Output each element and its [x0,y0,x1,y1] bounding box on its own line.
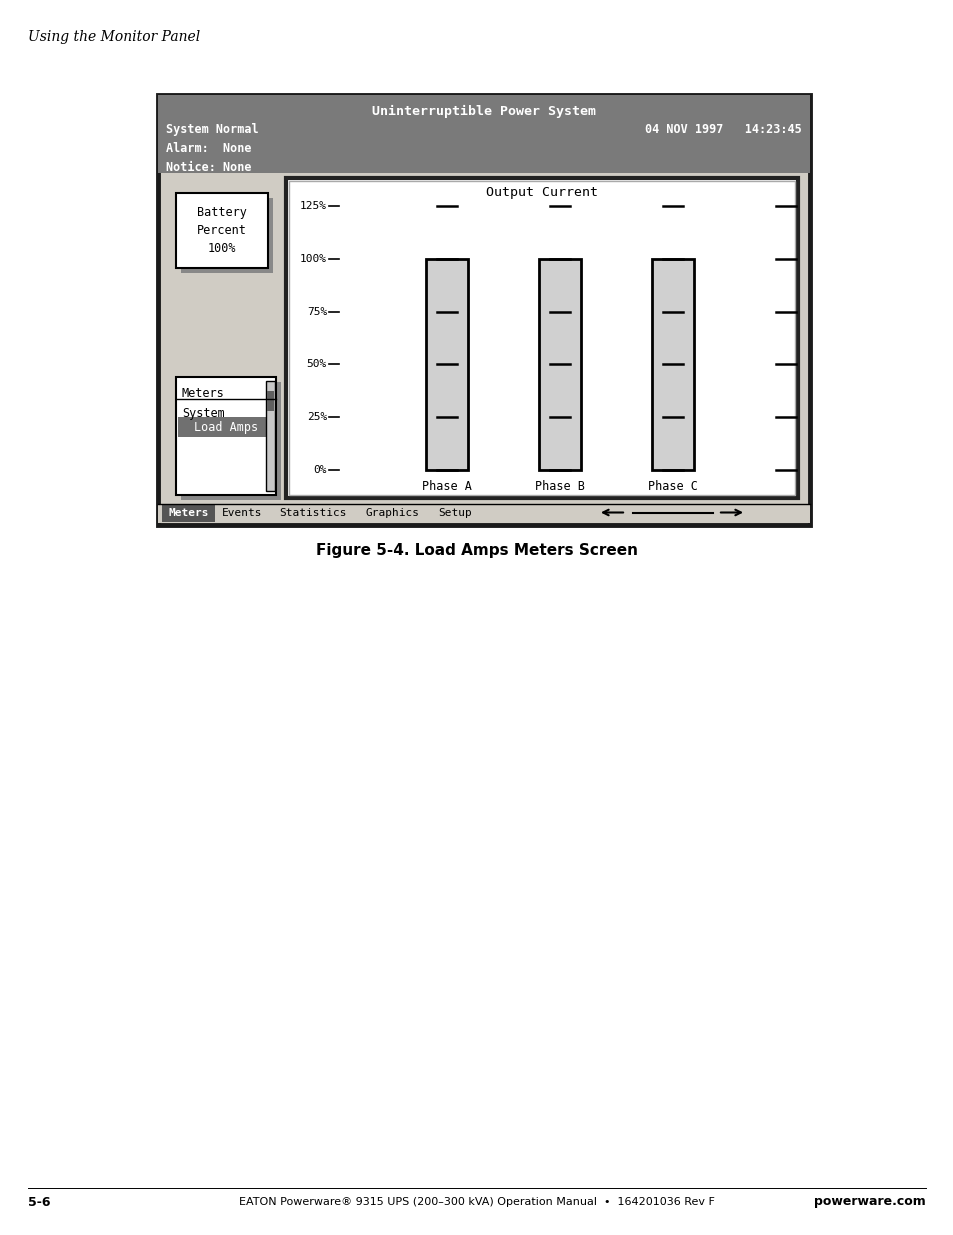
Text: Output Current: Output Current [485,186,598,199]
Text: 04 NOV 1997   14:23:45: 04 NOV 1997 14:23:45 [644,124,801,136]
Text: powerware.com: powerware.com [814,1195,925,1209]
Bar [175,193,268,268]
Text: Meters: Meters [168,508,209,517]
Text: 125%: 125% [299,201,327,211]
Text: EATON Powerware® 9315 UPS (200–300 kVA) Operation Manual  •  164201036 Rev F: EATON Powerware® 9315 UPS (200–300 kVA) … [239,1197,714,1207]
Text: 25%: 25% [307,412,327,422]
Text: Meters: Meters [182,387,225,400]
Text: Graphics: Graphics [366,508,419,517]
Bar [158,95,809,173]
Bar [538,259,580,471]
Text: Uninterruptible Power System: Uninterruptible Power System [372,105,596,119]
Text: Phase A: Phase A [421,480,472,493]
Text: Load Amps: Load Amps [193,420,258,433]
Bar [651,259,693,471]
Bar [289,182,794,495]
Text: Figure 5-4. Load Amps Meters Screen: Figure 5-4. Load Amps Meters Screen [315,542,638,557]
Text: 5-6: 5-6 [28,1195,51,1209]
Bar [426,259,468,471]
Text: Events: Events [222,508,262,517]
Text: 75%: 75% [307,306,327,316]
Text: Statistics: Statistics [278,508,346,517]
Text: Using the Monitor Panel: Using the Monitor Panel [28,30,200,44]
Bar [175,377,275,495]
Bar [178,417,274,437]
Bar [158,95,809,525]
Text: System: System [182,408,225,420]
Bar [181,382,281,500]
Text: System Normal
Alarm:  None
Notice: None: System Normal Alarm: None Notice: None [166,124,258,174]
Bar [267,391,274,411]
Text: Setup: Setup [437,508,471,517]
Text: Battery
Percent
100%: Battery Percent 100% [197,206,247,254]
Bar [158,504,809,522]
Text: 0%: 0% [314,466,327,475]
Text: 100%: 100% [299,254,327,264]
Text: Phase C: Phase C [647,480,698,493]
Text: 50%: 50% [307,359,327,369]
Text: Phase B: Phase B [535,480,584,493]
Bar [181,198,273,273]
Bar [266,382,274,492]
Bar [162,505,214,522]
Bar [286,178,797,498]
